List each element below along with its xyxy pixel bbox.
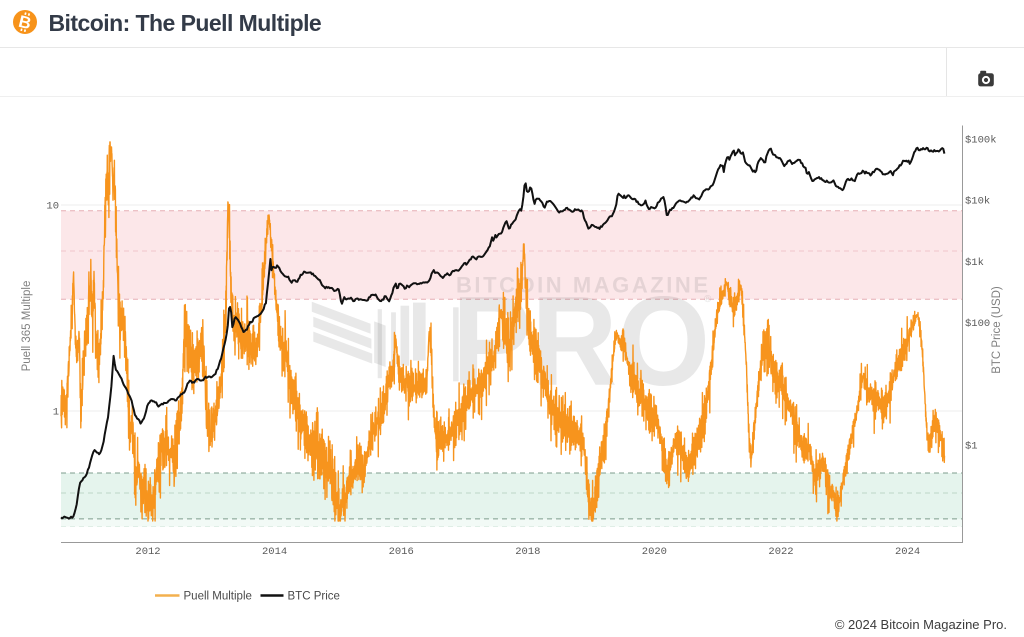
svg-text:$100k: $100k	[965, 135, 997, 147]
svg-text:1: 1	[53, 407, 59, 419]
svg-text:Puell 365 Multiple: Puell 365 Multiple	[21, 281, 33, 372]
svg-text:© 2024 Bitcoin Magazine Pro.: © 2024 Bitcoin Magazine Pro.	[835, 617, 1007, 632]
svg-text:2020: 2020	[642, 546, 667, 558]
svg-text:BTC Price (USD): BTC Price (USD)	[991, 286, 1003, 374]
svg-text:2016: 2016	[389, 546, 414, 558]
svg-text:$10k: $10k	[965, 196, 990, 208]
svg-text:2018: 2018	[515, 546, 540, 558]
svg-text:BTC Price: BTC Price	[288, 591, 340, 603]
svg-text:2014: 2014	[262, 546, 287, 558]
svg-text:Bitcoin: The Puell Multiple: Bitcoin: The Puell Multiple	[49, 10, 322, 36]
svg-text:10: 10	[46, 201, 59, 213]
svg-text:2012: 2012	[135, 546, 160, 558]
svg-text:®: ®	[704, 294, 712, 305]
svg-text:$1k: $1k	[965, 257, 984, 269]
svg-text:2024: 2024	[895, 546, 920, 558]
svg-text:2022: 2022	[768, 546, 793, 558]
svg-text:B: B	[17, 12, 34, 33]
svg-text:$100: $100	[965, 318, 990, 330]
svg-text:PRO: PRO	[452, 270, 710, 412]
svg-text:Puell Multiple: Puell Multiple	[184, 591, 252, 603]
svg-text:$1: $1	[965, 441, 978, 453]
